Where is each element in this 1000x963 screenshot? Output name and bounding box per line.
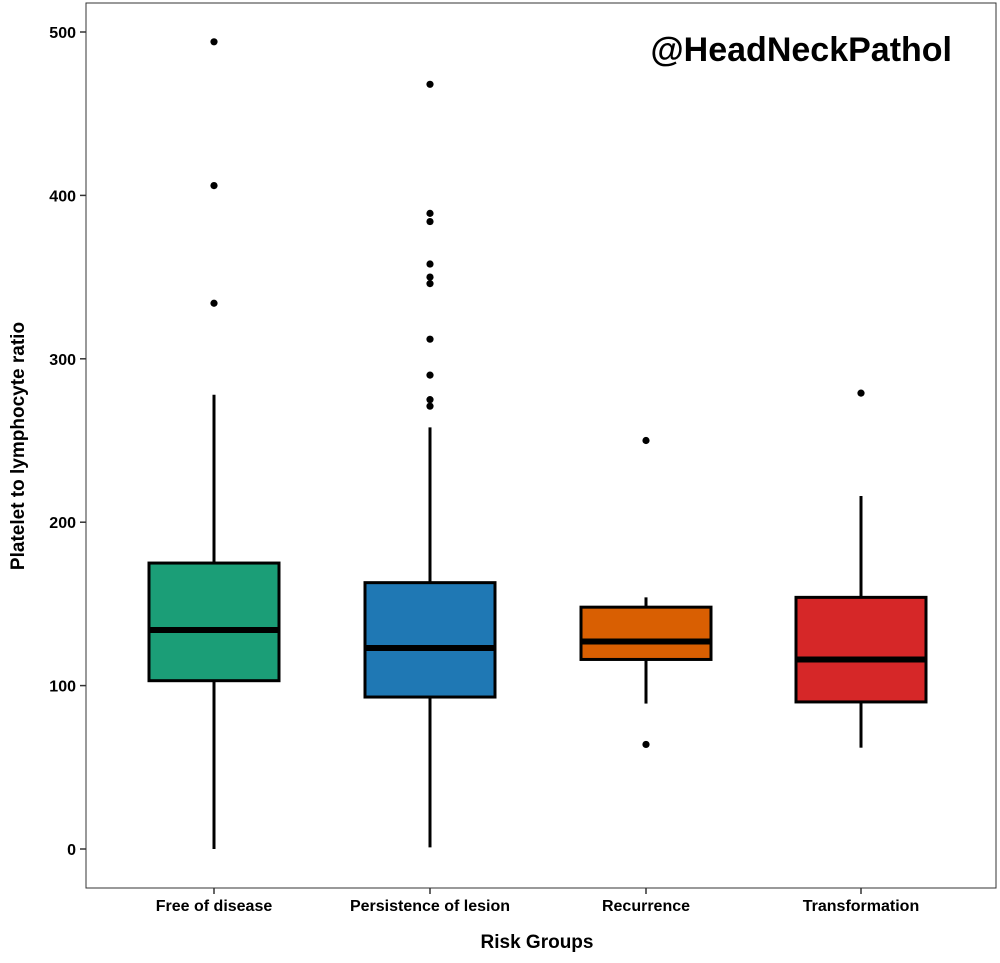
- outlier-point: [210, 181, 218, 190]
- outlier-point: [426, 273, 434, 281]
- x-tick-label: Free of disease: [156, 898, 273, 915]
- y-axis: 0 100 200 300 400 500: [49, 25, 86, 859]
- x-axis: Free of disease Persistence of lesion Recu…: [156, 888, 919, 915]
- x-tick-label: Persistence of lesion: [350, 898, 510, 915]
- outlier-point: [426, 396, 434, 404]
- box-3: [579, 436, 713, 749]
- outlier-point: [426, 371, 434, 379]
- outlier-point: [210, 38, 218, 46]
- box-body: [147, 561, 281, 683]
- outlier-point: [426, 280, 434, 288]
- box-2: [363, 80, 497, 848]
- box-body: [363, 581, 497, 699]
- outlier-point: [426, 80, 434, 88]
- box-body: [579, 605, 713, 661]
- chart-watermark: @HeadNeckPathol: [651, 31, 952, 69]
- outlier-point: [857, 389, 865, 397]
- outlier-point: [426, 402, 434, 410]
- y-axis-title: Platelet to lymphocyte ratio: [8, 322, 29, 570]
- y-tick-label: 500: [49, 25, 76, 42]
- y-tick-label: 0: [67, 842, 76, 859]
- outlier-point: [426, 217, 434, 226]
- y-tick-label: 300: [49, 352, 76, 369]
- box-group: [147, 38, 928, 849]
- box-1: [147, 38, 281, 849]
- box-body: [794, 595, 928, 704]
- x-axis-title: Risk Groups: [481, 932, 594, 953]
- outlier-point: [426, 260, 434, 268]
- y-tick-label: 200: [49, 515, 76, 532]
- y-tick-label: 400: [49, 188, 76, 205]
- panel-border: [85, 2, 997, 889]
- outlier-point: [642, 740, 650, 749]
- box-4: [794, 389, 928, 748]
- x-tick-label: Transformation: [803, 898, 919, 915]
- x-tick-label: Recurrence: [602, 898, 690, 915]
- y-tick-label: 100: [49, 679, 76, 696]
- outlier-point: [426, 209, 434, 217]
- outlier-point: [210, 299, 218, 307]
- outlier-point: [426, 335, 434, 343]
- outlier-point: [642, 436, 650, 445]
